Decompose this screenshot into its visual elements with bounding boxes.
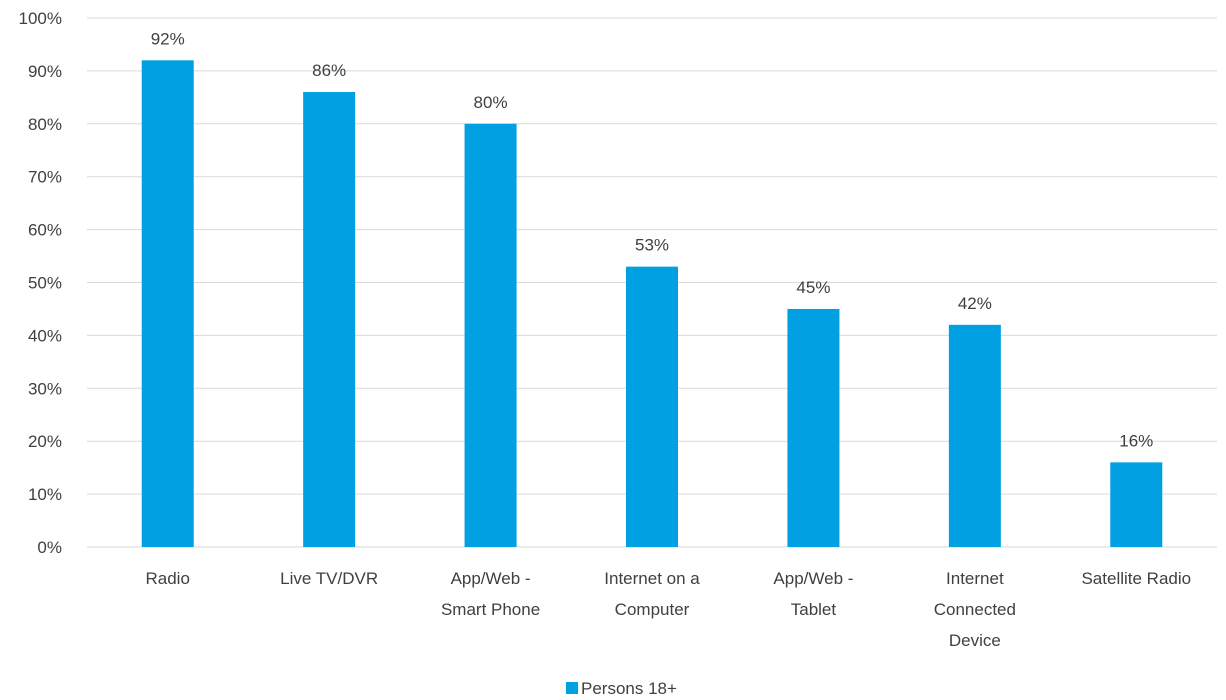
y-tick-label: 60% — [28, 221, 62, 240]
bar-value-label: 42% — [958, 294, 992, 313]
y-tick-label: 80% — [28, 115, 62, 134]
bar-value-label: 86% — [312, 61, 346, 80]
category-label: App/Web -Smart Phone — [441, 569, 540, 619]
category-label: Radio — [146, 569, 190, 588]
category-label: Internet on a Computer — [604, 569, 700, 619]
y-tick-label: 100% — [19, 9, 62, 28]
category-labels: Radio Live TV/DVR App/Web -Smart Phone Inte… — [146, 569, 1192, 650]
bar — [1110, 462, 1163, 547]
legend-swatch — [566, 682, 578, 694]
y-tick-label: 40% — [28, 326, 62, 345]
bar — [303, 92, 356, 547]
y-tick-label: 0% — [37, 538, 62, 557]
bars — [141, 60, 1163, 548]
category-label: Internet Connected Device — [934, 569, 1016, 650]
bar-value-label: 92% — [151, 29, 185, 48]
bar — [464, 123, 517, 548]
y-tick-label: 90% — [28, 62, 62, 81]
data-labels: 92% 86% 80% 53% 45% 42% 16% — [151, 29, 1154, 450]
bar-value-label: 53% — [635, 236, 669, 255]
legend: Persons 18+ — [566, 679, 677, 698]
legend-label: Persons 18+ — [581, 679, 677, 698]
bar — [948, 324, 1001, 547]
y-tick-label: 30% — [28, 379, 62, 398]
bar-value-label: 80% — [474, 93, 508, 112]
category-label: Satellite Radio — [1081, 569, 1191, 588]
bar — [141, 60, 194, 547]
category-label: Live TV/DVR — [280, 569, 378, 588]
bar — [626, 266, 678, 547]
y-tick-label: 70% — [28, 168, 62, 187]
category-label: App/Web -Tablet — [773, 569, 853, 619]
y-tick-label: 50% — [28, 274, 62, 293]
y-tick-label: 10% — [28, 485, 62, 504]
bar-value-label: 16% — [1119, 431, 1153, 450]
y-tick-label: 20% — [28, 432, 62, 451]
bar — [787, 308, 840, 547]
y-axis-ticks: 0% 10% 20% 30% 40% 50% 60% 70% 80% 90% 100% — [19, 9, 62, 557]
bar-value-label: 45% — [796, 278, 830, 297]
